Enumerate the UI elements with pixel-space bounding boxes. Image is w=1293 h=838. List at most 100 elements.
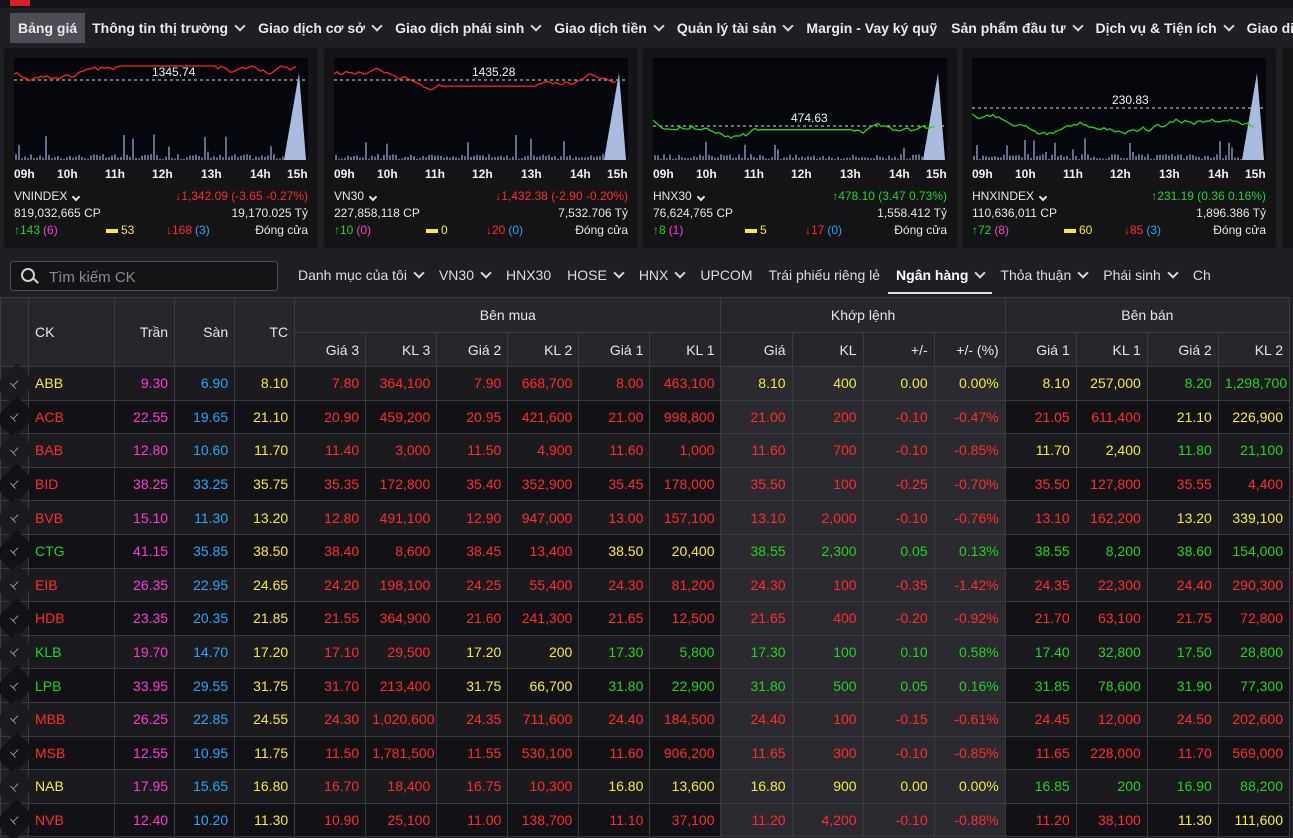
cell-b1[interactable]: 35.45 [578,466,651,502]
cell-s1[interactable]: 21.70 [1004,601,1077,636]
cell-bk2[interactable]: 241,300 [507,601,580,636]
cell-b1[interactable]: 13.00 [578,500,651,535]
subheader-13[interactable]: KL 2 [1217,332,1291,367]
symbol-cell[interactable]: EIB [28,567,116,603]
index-name[interactable]: HNXINDEX [972,189,1048,203]
cell-b2[interactable]: 20.95 [436,399,509,435]
cell-bk2[interactable]: 668,700 [507,366,580,401]
tab-10[interactable]: Ch [1185,256,1219,294]
cell-b3[interactable]: 35.35 [294,466,367,502]
table-row[interactable]: ⊥ LPB 33.95 29.55 31.75 31.70 213,400 31.75 66,7… [0,663,1291,708]
cell-sk2[interactable]: 1,298,700 [1217,366,1291,401]
cell-pct[interactable]: -0.92% [933,601,1006,636]
tab-0[interactable]: Danh mục của tôi [290,256,431,294]
cell-sk2[interactable]: 88,200 [1217,769,1291,804]
symbol-cell[interactable]: BAB [28,433,116,468]
cell-bk2[interactable]: 947,000 [507,500,580,535]
menu-item-2[interactable]: Giao dịch cơ sở [251,13,388,43]
cell-sk1[interactable]: 38,100 [1075,802,1148,838]
cell-bk3[interactable]: 172,800 [365,466,438,502]
cell-sk2[interactable]: 202,600 [1217,701,1291,737]
menu-item-3[interactable]: Giao dịch phái sinh [388,13,547,43]
header-san[interactable]: Sàn [174,297,236,367]
cell-b3[interactable]: 38.40 [294,533,367,569]
cell-bk2[interactable]: 711,600 [507,701,580,737]
cell-sk1[interactable]: 162,200 [1075,500,1148,535]
cell-pct[interactable]: -0.76% [933,500,1006,535]
cell-b1[interactable]: 11.60 [578,433,651,468]
cell-bk3[interactable]: 364,900 [365,601,438,636]
tab-9[interactable]: Phái sinh [1095,256,1185,294]
tab-7[interactable]: Ngân hàng [888,256,993,294]
cell-bk1[interactable]: 12,500 [649,601,722,636]
tab-6[interactable]: Trái phiếu riêng lẻ [761,256,889,294]
cell-s2[interactable]: 31.90 [1146,668,1219,703]
cell-bk1[interactable]: 5,800 [649,634,722,670]
cell-bk3[interactable]: 3,000 [365,433,438,468]
cell-b3[interactable]: 20.90 [294,399,367,435]
table-row[interactable]: ⊥ CTG 41.15 35.85 38.50 38.40 8,600 38.45 13,400… [0,529,1291,574]
index-name[interactable]: VN30 [334,189,378,203]
cell-b3[interactable]: 21.55 [294,601,367,636]
cell-bk3[interactable]: 18,400 [365,769,438,804]
index-card-hnx30[interactable]: 474.63 09h 10h 11h 12h 13h 14h 15h HNX30 ↑478.10 … [643,48,957,248]
cell-pct[interactable]: -0.70% [933,466,1006,502]
cell-sk1[interactable]: 32,800 [1075,634,1148,670]
cell-bk3[interactable]: 25,100 [365,802,438,838]
cell-p[interactable]: 24.30 [720,567,793,603]
cell-b3[interactable]: 12.80 [294,500,367,535]
cell-bk2[interactable]: 4,900 [507,433,580,468]
subheader-0[interactable]: Giá 3 [294,332,367,367]
table-row[interactable]: ⊥ NAB 17.95 15.65 16.80 16.70 18,400 16.75 10,30… [0,764,1291,809]
cell-b2[interactable]: 21.60 [436,601,509,636]
cell-sk1[interactable]: 78,600 [1075,668,1148,703]
table-row[interactable]: ⊥ BID 38.25 33.25 35.75 35.35 172,800 35.40 352,… [0,462,1291,506]
cell-sk2[interactable]: 569,000 [1217,735,1291,771]
cell-p[interactable]: 38.55 [720,533,793,569]
cell-s1[interactable]: 16.85 [1004,769,1077,804]
cell-b3[interactable]: 24.20 [294,567,367,603]
cell-sk1[interactable]: 200 [1075,769,1148,804]
tab-1[interactable]: VN30 [431,256,498,294]
cell-bk1[interactable]: 22,900 [649,668,722,703]
header-ck[interactable]: CK [28,297,116,367]
cell-kl[interactable]: 4,200 [791,802,864,838]
cell-bk1[interactable]: 13,600 [649,769,722,804]
cell-s1[interactable]: 38.55 [1004,533,1077,569]
cell-b2[interactable]: 24.35 [436,701,509,737]
symbol-cell[interactable]: BVB [28,500,116,535]
cell-kl[interactable]: 100 [791,567,864,603]
cell-ch[interactable]: 0.05 [862,533,935,569]
cell-p[interactable]: 11.20 [720,802,793,838]
cell-kl[interactable]: 500 [791,668,864,703]
cell-bk3[interactable]: 491,100 [365,500,438,535]
menu-item-6[interactable]: Margin - Vay ký quỹ [799,13,944,43]
cell-sk2[interactable]: 154,000 [1217,533,1291,569]
subheader-11[interactable]: KL 1 [1075,332,1148,367]
cell-b1[interactable]: 24.40 [578,701,651,737]
menu-item-9[interactable]: Giao diện [1240,13,1293,43]
cell-bk1[interactable]: 463,100 [649,366,722,401]
symbol-cell[interactable]: MSB [28,735,116,771]
symbol-cell[interactable]: BID [28,466,116,502]
cell-b1[interactable]: 31.80 [578,668,651,703]
cell-b2[interactable]: 11.50 [436,433,509,468]
cell-s1[interactable]: 21.05 [1004,399,1077,435]
header-tc[interactable]: TC [234,297,296,367]
cell-s2[interactable]: 17.50 [1146,634,1219,670]
symbol-cell[interactable]: NAB [28,769,116,804]
cell-b3[interactable]: 16.70 [294,769,367,804]
cell-bk1[interactable]: 178,000 [649,466,722,502]
subheader-2[interactable]: Giá 2 [436,332,509,367]
cell-sk2[interactable]: 111,600 [1217,802,1291,838]
cell-b1[interactable]: 11.10 [578,802,651,838]
cell-s2[interactable]: 38.60 [1146,533,1219,569]
cell-b2[interactable]: 35.40 [436,466,509,502]
cell-b3[interactable]: 7.80 [294,366,367,401]
cell-kl[interactable]: 300 [791,735,864,771]
cell-pct[interactable]: 0.16% [933,668,1006,703]
cell-bk1[interactable]: 81,200 [649,567,722,603]
search-box[interactable] [10,261,278,291]
cell-bk2[interactable]: 55,400 [507,567,580,603]
cell-b1[interactable]: 16.80 [578,769,651,804]
